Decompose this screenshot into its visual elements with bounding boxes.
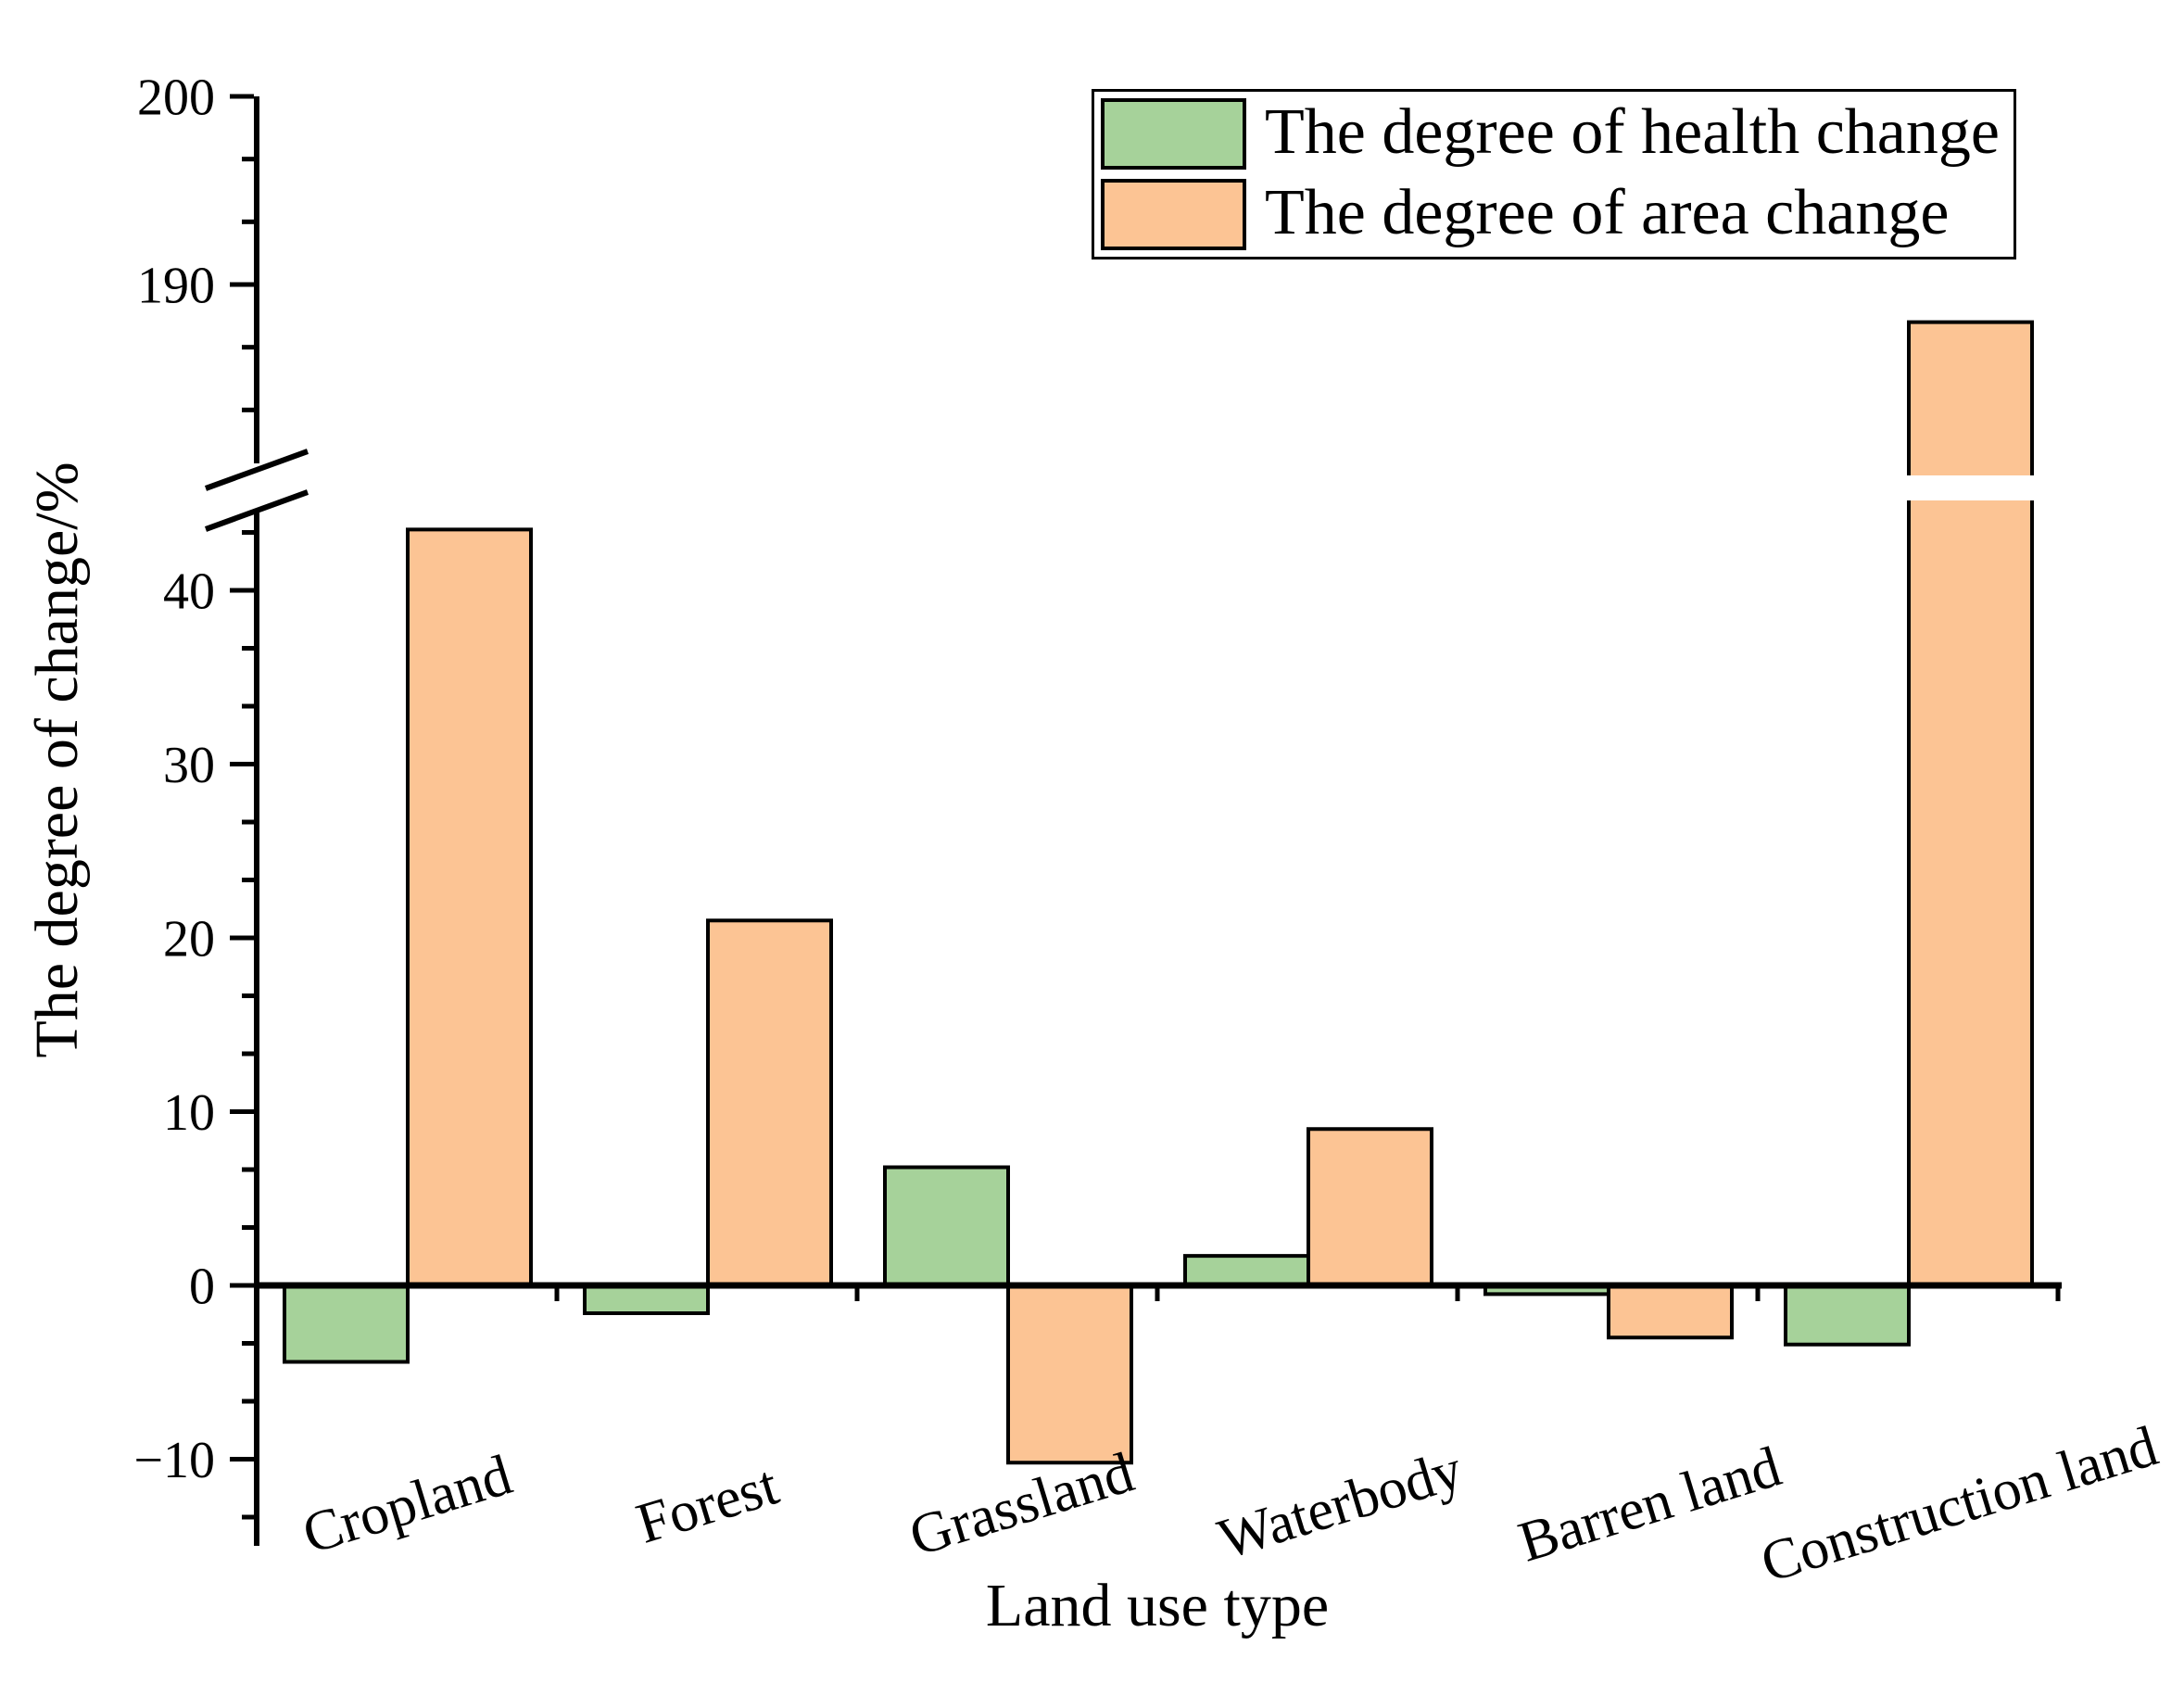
axis-break-slash [204,449,309,491]
legend-swatch-area [1101,179,1246,250]
bar-area-grassland [1006,1284,1133,1465]
y-tick-label: 30 [163,737,215,794]
y-tick-label: 200 [137,70,215,127]
bar-health-waterbody [1183,1254,1310,1287]
bar-area-construction-land [1907,320,2034,1288]
legend-item-area: The degree of area change [1101,179,2014,251]
x-category-label-barren-land: Barren land [1511,1436,1787,1575]
legend: The degree of health change The degree o… [1092,89,2016,259]
legend-item-health: The degree of health change [1101,98,2014,171]
bar-area-cropland [406,527,533,1287]
y-tick-label: 0 [189,1259,215,1316]
y-tick-label: −10 [133,1432,215,1489]
x-category-label-waterbody: Waterbody [1211,1438,1470,1572]
bar-health-grassland [883,1165,1010,1287]
x-category-label-cropland: Cropland [296,1443,519,1565]
y-tick-label: 10 [163,1084,215,1142]
legend-label-area: The degree of area change [1265,176,1950,248]
y-axis-title: The degree of change/% [23,462,91,1058]
y-tick-label: 40 [163,563,215,621]
x-category-label-forest: Forest [629,1453,785,1555]
x-category-label-construction-land: Construction land [1754,1414,2165,1594]
legend-label-health: The degree of health change [1265,95,2000,168]
bar-health-cropland [283,1284,410,1364]
bar-health-construction-land [1784,1284,1911,1347]
axis-break-slash [204,489,309,532]
bar-area-barren-land [1607,1284,1734,1340]
y-tick-label: 190 [137,258,215,315]
x-axis-title: Land use type [985,1572,1330,1639]
legend-swatch-health [1101,98,1246,170]
bar-area-forest [706,918,833,1287]
bar-area-construction-land-break-gap [1904,475,2037,500]
y-tick-label: 20 [163,911,215,968]
bar-health-forest [583,1284,710,1315]
bar-area-waterbody [1307,1127,1433,1287]
